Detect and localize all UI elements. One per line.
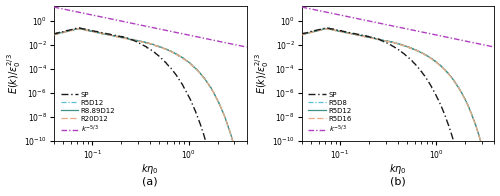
- Text: (b): (b): [390, 176, 406, 186]
- Legend: SP, R5D8, R5D12, R5D16, $k^{-5/3}$: SP, R5D8, R5D12, R5D16, $k^{-5/3}$: [307, 91, 354, 136]
- Y-axis label: $E(k)/\varepsilon_0^{2/3}$: $E(k)/\varepsilon_0^{2/3}$: [6, 53, 22, 94]
- Legend: SP, R5D12, R8.89D12, R20D12, $k^{-5/3}$: SP, R5D12, R8.89D12, R20D12, $k^{-5/3}$: [59, 91, 116, 136]
- Text: (a): (a): [142, 176, 158, 186]
- Y-axis label: $E(k)/\varepsilon_0^{2/3}$: $E(k)/\varepsilon_0^{2/3}$: [254, 53, 270, 94]
- X-axis label: $k\eta_0$: $k\eta_0$: [389, 162, 407, 176]
- X-axis label: $k\eta_0$: $k\eta_0$: [142, 162, 159, 176]
